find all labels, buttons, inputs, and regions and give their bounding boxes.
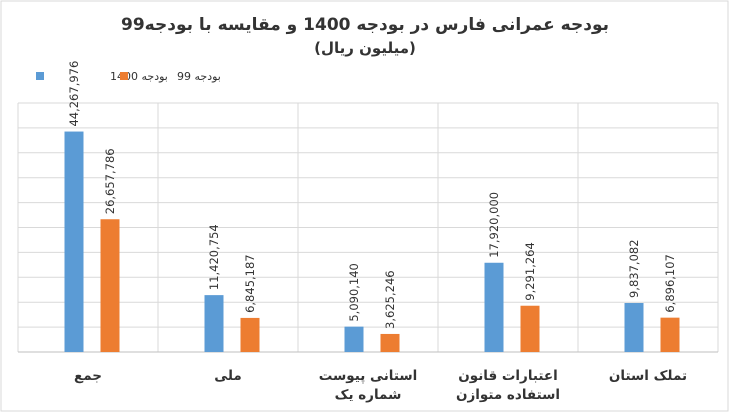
legend-label-1400: بودجه 1400 [110,70,168,83]
bar-99 [520,305,540,352]
plot-area: 9,837,082 6,896,107 تملک استان 17,920,000 9,… [17,61,719,403]
data-label: 6,896,107 [663,254,677,313]
data-label: 44,267,976 [67,61,81,127]
category-label: شماره یک [335,387,402,403]
legend-swatch-99 [120,72,128,80]
bar-1400 [64,131,84,352]
data-label: 26,657,786 [103,148,117,214]
category-label: ملی [214,368,242,384]
bar-99 [240,317,260,352]
category-label: استفاده متوازن [456,387,560,403]
bar-99 [100,219,120,352]
legend-label-99: بودجه 99 [177,70,221,83]
bar-1400 [484,262,504,352]
data-label: 9,291,264 [523,242,537,301]
legend: بودجه 1400 بودجه 99 [36,70,221,83]
data-label: 6,845,187 [243,254,257,313]
category-label: تملک استان [609,368,687,384]
category-label: استانی پیوست [319,368,418,384]
data-label: 9,837,082 [627,239,641,298]
data-label: 5,090,140 [347,263,361,322]
bar-1400 [624,303,644,352]
category-label: جمع [74,368,102,384]
data-label: 3,625,246 [383,270,397,329]
legend-swatch-1400 [36,72,44,80]
bar-99 [380,333,400,352]
data-label: 11,420,754 [207,224,221,290]
chart-subtitle: (میلیون ریال) [314,39,416,57]
bar-1400 [204,295,224,352]
bar-99 [660,317,680,352]
data-label: 17,920,000 [487,192,501,258]
bar-1400 [344,326,364,352]
chart-title: بودجه عمرانی فارس در بودجه 1400 و مقایسه… [121,15,609,35]
category-label: اعتبارات قانون [458,368,558,384]
